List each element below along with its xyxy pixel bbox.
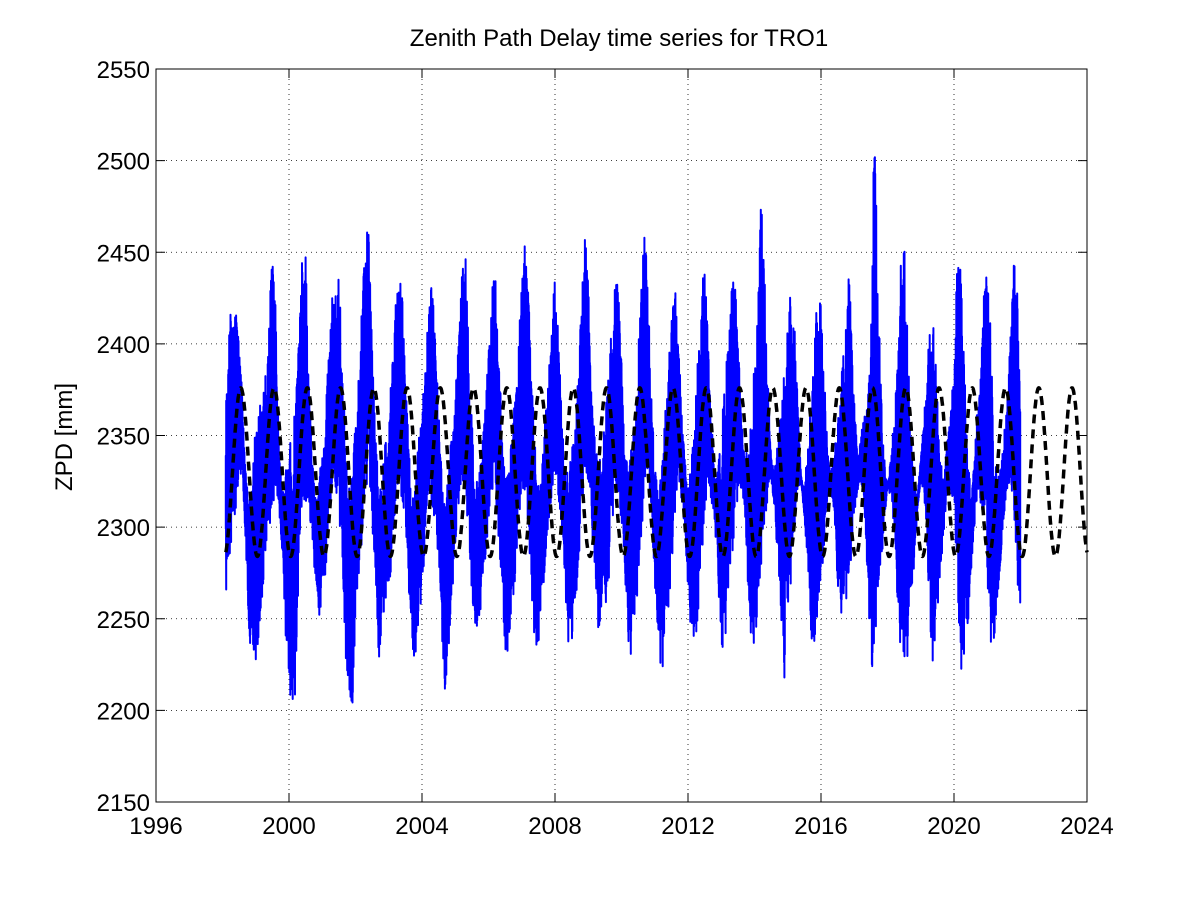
y-tick-label: 2300 [97,515,150,542]
x-tick-label: 1996 [129,813,182,840]
y-tick-label: 2450 [97,240,150,267]
y-tick-label: 2350 [97,424,150,451]
x-tick-label: 2008 [528,813,581,840]
x-tick-label: 2024 [1060,813,1113,840]
plot-area [224,156,1089,704]
axis-ticks [155,68,1088,803]
x-tick-labels: 1996 2000 2004 2008 2012 2016 2020 2024 [129,813,1113,840]
x-tick-label: 2012 [661,813,714,840]
y-tick-label: 2150 [97,790,150,817]
zpd-fit-series [224,386,1089,559]
x-tick-label: 2016 [794,813,847,840]
chart-title: Zenith Path Delay time series for TRO1 [410,25,828,52]
y-tick-label: 2400 [97,332,150,359]
y-tick-labels: 2150 2200 2250 2300 2350 2400 2450 2500 2550 [97,57,150,817]
y-axis-label: ZPD [mm] [51,383,78,491]
y-tick-label: 2550 [97,57,150,84]
x-tick-label: 2000 [262,813,315,840]
x-tick-label: 2020 [927,813,980,840]
y-tick-label: 2500 [97,149,150,176]
y-tick-label: 2250 [97,607,150,634]
zpd-observed-series [224,156,1022,704]
y-tick-label: 2200 [97,698,150,725]
x-tick-label: 2004 [395,813,448,840]
